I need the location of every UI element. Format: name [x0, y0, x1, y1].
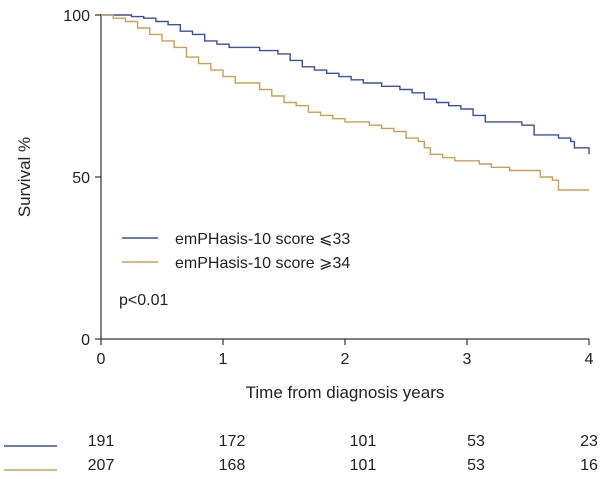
risk-count: 191: [88, 433, 115, 450]
x-tick-4: 4: [585, 339, 594, 368]
y-tick-label: 0: [81, 332, 90, 349]
risk-count: 101: [350, 457, 377, 474]
x-tick-1: 1: [219, 339, 228, 368]
x-tick-label: 1: [219, 351, 228, 368]
risk-count: 53: [467, 433, 485, 450]
risk-count: 172: [219, 433, 246, 450]
series-line-score-ge-34: [101, 14, 589, 191]
risk-count: 101: [350, 433, 377, 450]
y-tick-50: 50: [72, 170, 101, 187]
y-tick-100: 100: [63, 8, 101, 25]
legend-label-score-ge-34: emPHasis-10 score ⩾34: [175, 255, 350, 272]
x-tick-label: 0: [97, 351, 106, 368]
legend-label-score-le-33: emPHasis-10 score ⩽33: [175, 231, 350, 248]
y-tick-0: 0: [81, 332, 101, 349]
x-tick-label: 4: [585, 351, 594, 368]
x-axis-title: Time from diagnosis years: [246, 383, 445, 402]
risk-count: 23: [580, 433, 598, 450]
risk-count: 16: [580, 457, 598, 474]
x-tick-3: 3: [463, 339, 472, 368]
x-tick-label: 3: [463, 351, 472, 368]
legend: emPHasis-10 score ⩽33 emPHasis-10 score …: [122, 231, 350, 272]
x-tick-2: 2: [341, 339, 350, 368]
x-tick-0: 0: [97, 339, 106, 368]
p-value-annotation: p<0.01: [119, 292, 168, 309]
y-axis-title: Survival %: [15, 137, 34, 217]
risk-count: 207: [88, 457, 115, 474]
y-tick-label: 100: [63, 8, 90, 25]
risk-count: 168: [219, 457, 246, 474]
series-line-score-le-33: [101, 14, 590, 155]
numbers-at-risk-table: 191 172 101 53 23 207 168 101 53 16: [4, 433, 598, 474]
x-tick-label: 2: [341, 351, 350, 368]
risk-count: 53: [467, 457, 485, 474]
y-tick-label: 50: [72, 170, 90, 187]
